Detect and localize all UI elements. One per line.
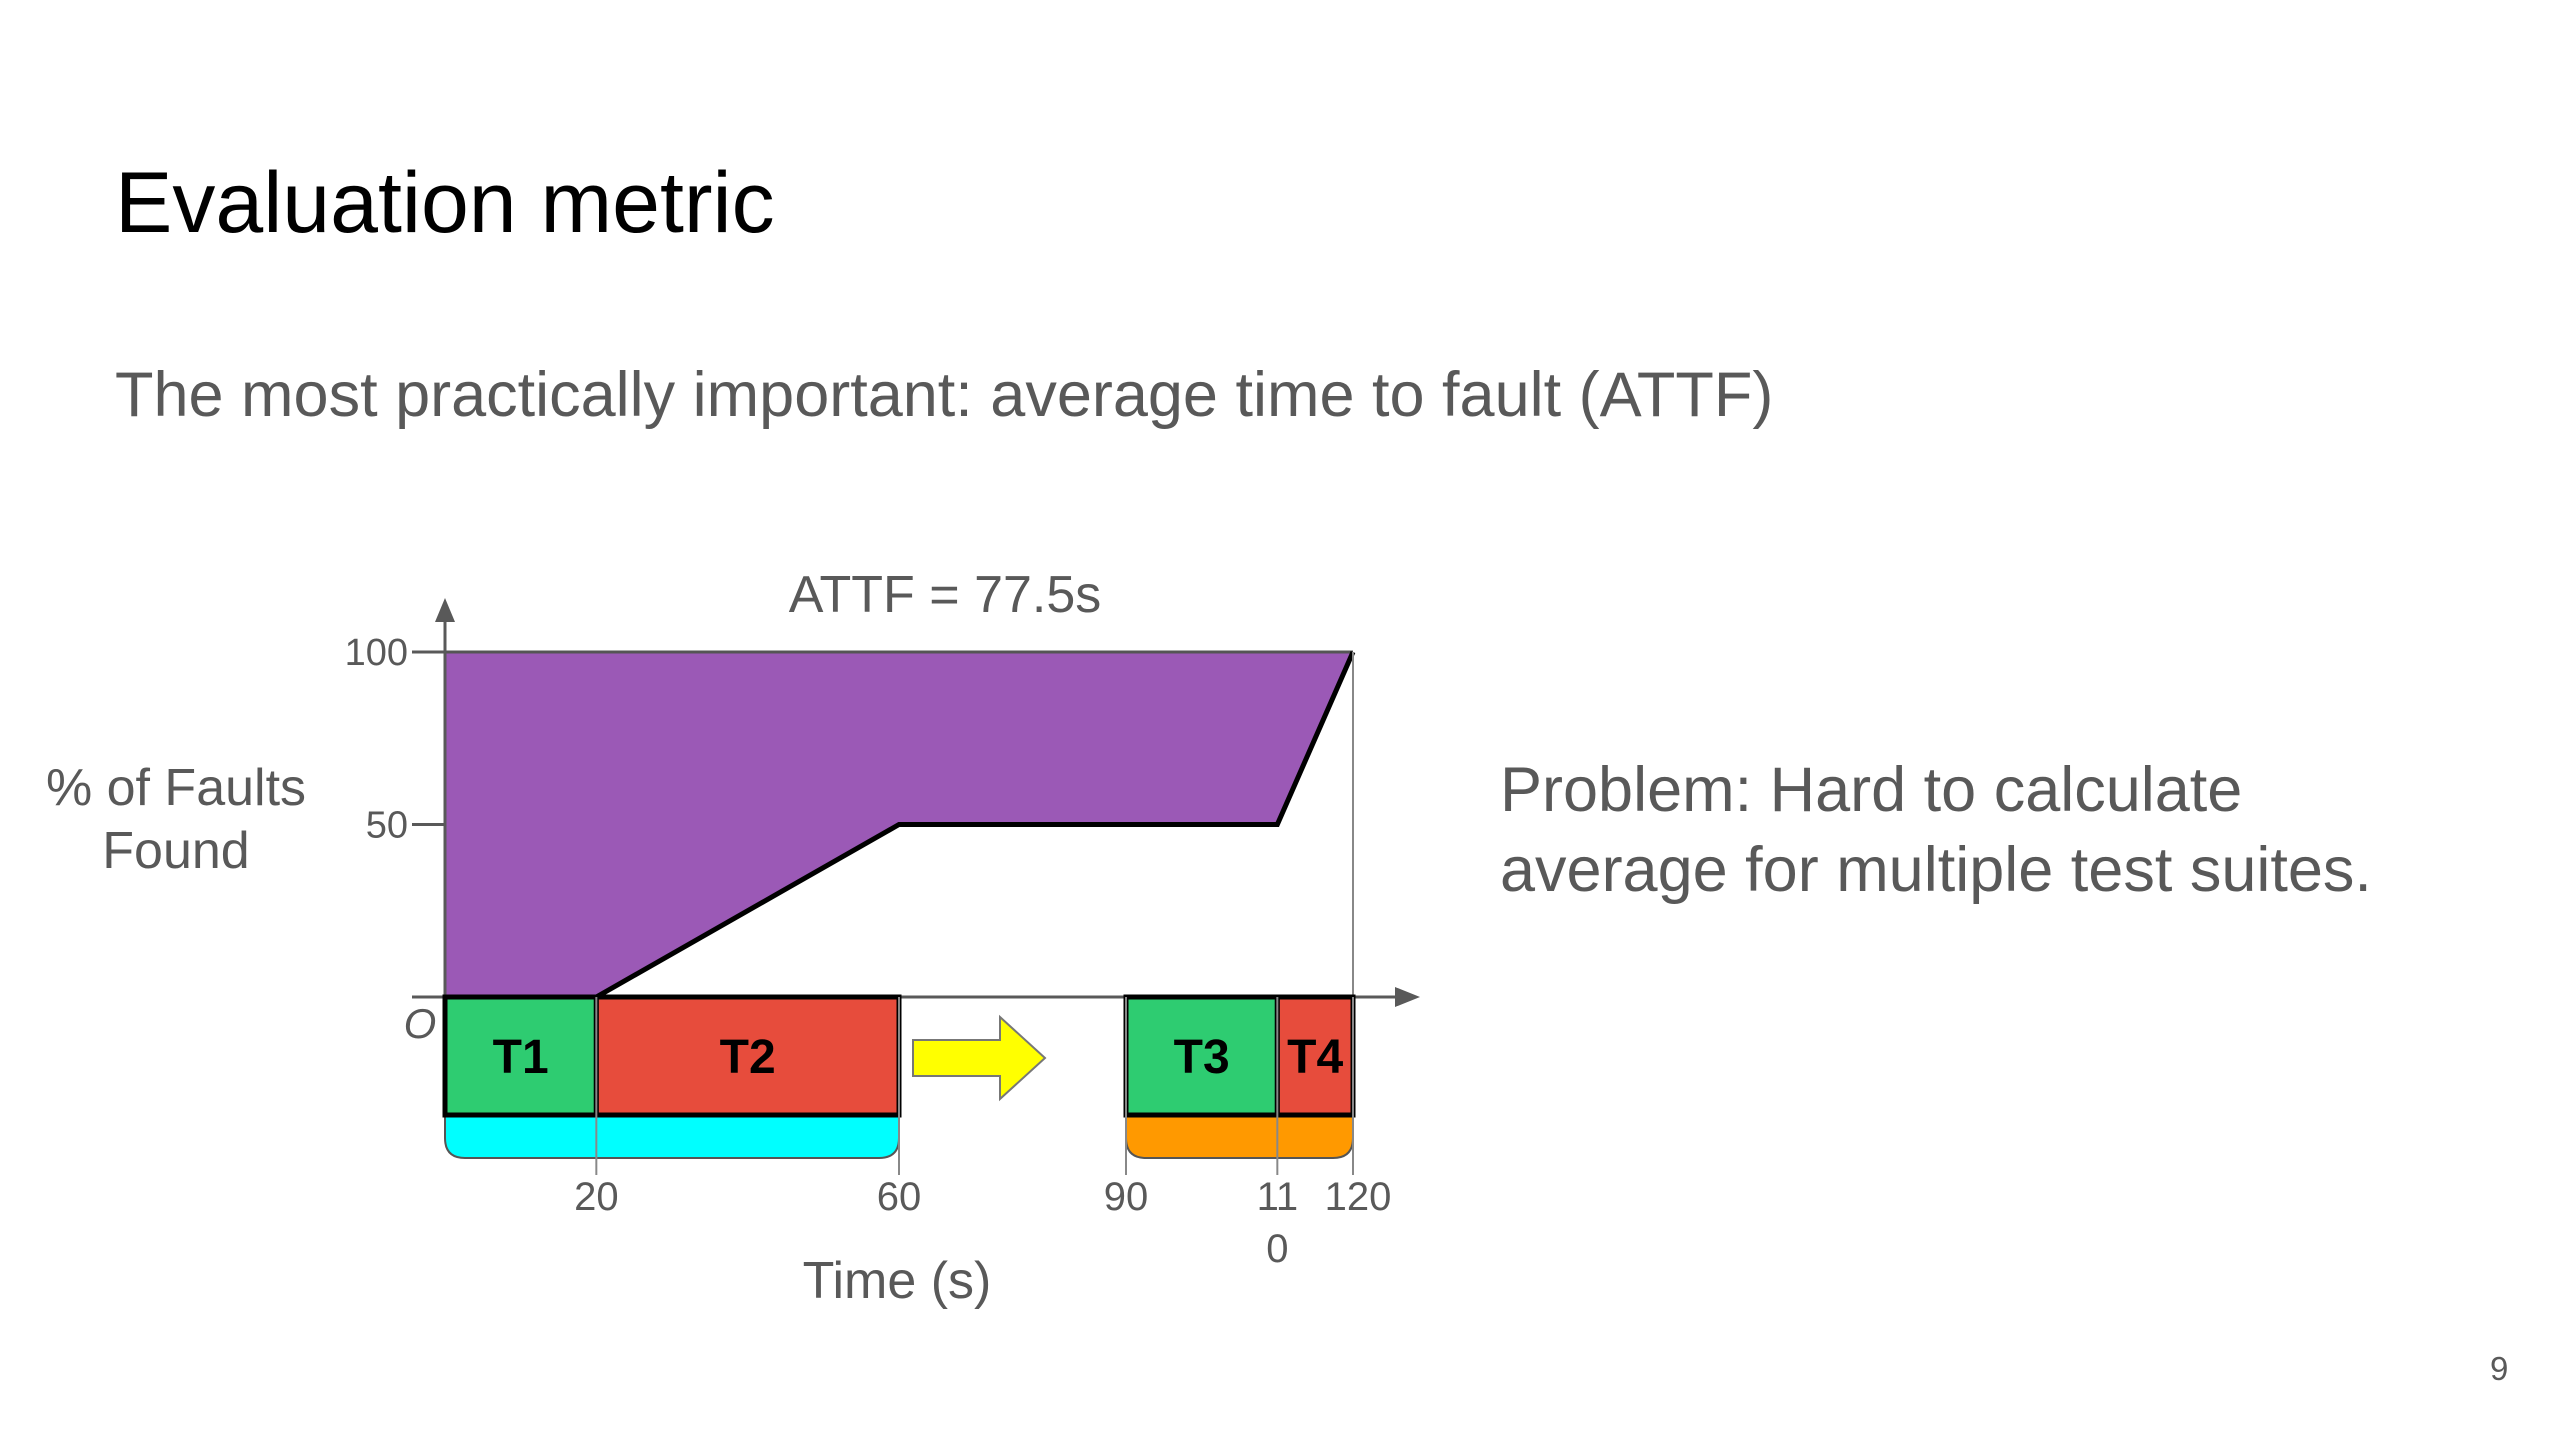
test-label-t1: T1 (493, 1031, 549, 1084)
x-axis-arrow (1395, 987, 1420, 1007)
problem-statement: Problem: Hard to calculate average for m… (1500, 750, 2500, 910)
origin-label: O (404, 1000, 437, 1047)
test-label-t4: T4 (1287, 1031, 1343, 1084)
slide-subtitle: The most practically important: average … (115, 360, 1774, 430)
y-tick-label: 100 (345, 632, 408, 674)
reorder-arrow (912, 1014, 1047, 1102)
y-tick-label: 50 (366, 805, 408, 847)
x-tick-label: 11 (1257, 1175, 1299, 1219)
x-tick-label: 20 (574, 1175, 619, 1219)
y-axis-label-line-2: Found (102, 822, 249, 880)
y-axis-label-line-1: % of Faults (46, 759, 306, 817)
test-label-t2: T2 (720, 1031, 776, 1084)
problem-line-1: Problem: Hard to calculate (1500, 755, 2243, 825)
x-axis-label: Time (s) (803, 1252, 992, 1310)
test-block-t2 (593, 994, 902, 1118)
x-tick-label: 120 (1325, 1175, 1392, 1219)
problem-line-2: average for multiple test suites. (1500, 835, 2372, 905)
test-label-t3: T3 (1174, 1031, 1230, 1084)
x-tick-label: 60 (877, 1175, 922, 1219)
test-block-t4 (1274, 994, 1356, 1118)
page-number: 9 (2490, 1350, 2509, 1387)
x-tick-label: 0 (1266, 1227, 1288, 1271)
x-tick-label: 90 (1104, 1175, 1149, 1219)
test-block-t3 (1123, 994, 1280, 1118)
y-axis-arrow (435, 598, 455, 622)
slide-title: Evaluation metric (115, 155, 775, 251)
chart-title: ATTF = 77.5s (789, 566, 1102, 624)
